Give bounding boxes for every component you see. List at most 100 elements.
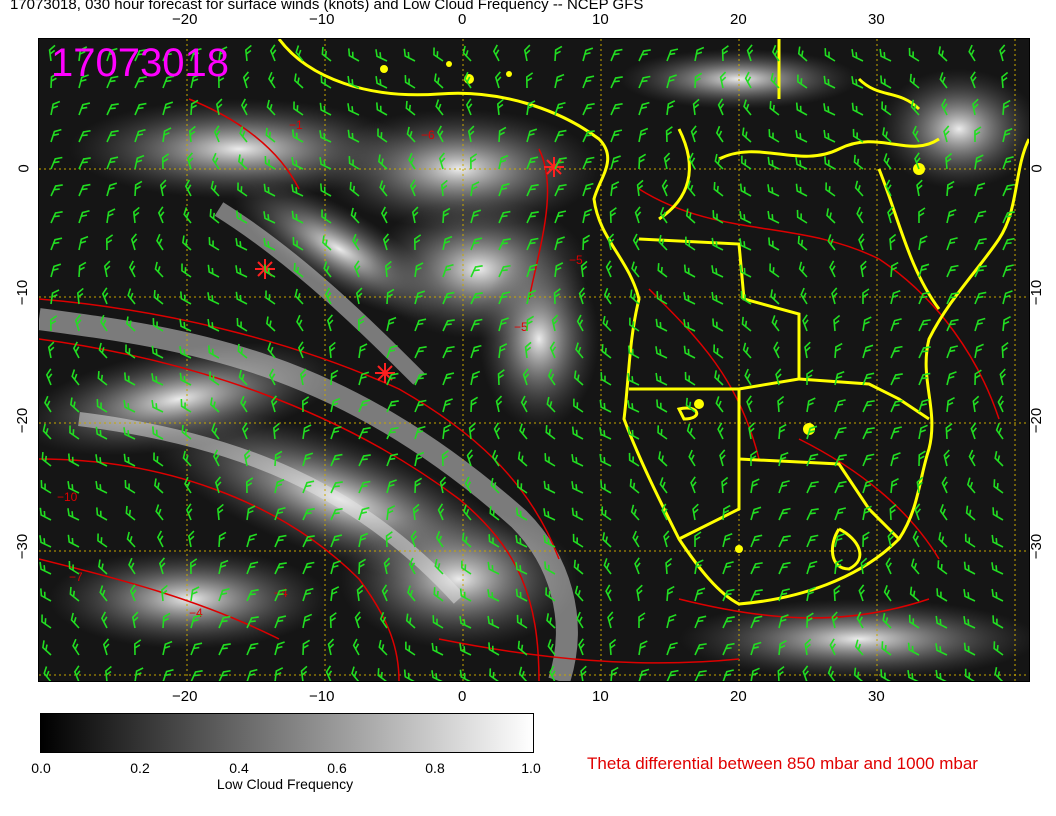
wind-barb [125, 505, 136, 521]
wind-barb [722, 642, 735, 656]
wind-barb [377, 668, 388, 681]
wind-barb [106, 182, 118, 197]
wind-barb [912, 125, 920, 143]
wind-barb [918, 372, 931, 386]
wind-barb [576, 611, 584, 629]
wind-barb [711, 291, 724, 305]
x-tick-top: 0 [458, 11, 467, 28]
wind-barb [627, 373, 640, 386]
wind-barb [525, 72, 534, 89]
wind-barb [655, 346, 668, 359]
wind-barb [386, 505, 396, 521]
wind-barb [914, 503, 921, 521]
wind-barb [767, 184, 780, 197]
wind-barb [294, 73, 304, 89]
y-tick-left: −10 [14, 279, 32, 306]
wind-barb [274, 615, 287, 629]
wind-barb [829, 260, 836, 278]
wind-barb [123, 427, 136, 440]
wind-barb [41, 614, 52, 629]
wind-barb [78, 235, 89, 251]
wind-barb [524, 341, 532, 359]
wind-barb [638, 153, 647, 170]
wind-barb [300, 665, 308, 681]
wind-barb [442, 235, 453, 251]
wind-barb [777, 395, 785, 413]
wind-barb [683, 264, 696, 278]
wind-barb [490, 477, 500, 494]
wind-barb [1002, 316, 1011, 332]
wind-barb [489, 668, 500, 681]
wind-barb [797, 46, 808, 62]
wind-barb [244, 44, 252, 62]
wind-barb [246, 668, 258, 681]
wind-barb [739, 211, 752, 224]
wind-barb [151, 399, 164, 413]
wind-barb [665, 557, 673, 575]
wind-barb [661, 179, 669, 197]
wind-barb [100, 314, 108, 332]
wind-barb [302, 508, 315, 521]
wind-barb [246, 561, 259, 575]
wind-barb [722, 588, 735, 602]
wind-barb [459, 669, 472, 681]
wind-barb [162, 101, 174, 116]
wind-barb [554, 101, 566, 116]
wind-barb [126, 316, 136, 332]
wind-barb [212, 152, 220, 170]
wind-barb [939, 504, 948, 521]
wind-barb [547, 368, 556, 386]
wind-barb [968, 449, 976, 467]
wind-barb [862, 453, 875, 467]
wind-barb [692, 98, 700, 116]
wind-barb [890, 318, 902, 332]
wind-barb [42, 423, 52, 440]
low-cloud-colorbar [40, 713, 534, 753]
wind-barb [1002, 290, 1013, 305]
wind-barb [800, 287, 808, 305]
wind-barb [721, 476, 729, 494]
wind-barb [578, 287, 586, 305]
wind-barb [209, 208, 220, 224]
wind-barb [235, 210, 248, 224]
wind-barb [246, 533, 258, 548]
wind-barb [491, 449, 500, 467]
wind-barb [554, 157, 567, 170]
wind-barb [854, 639, 864, 656]
wind-barb [187, 530, 195, 548]
wind-barb [908, 614, 920, 629]
wind-barb [358, 454, 371, 467]
wind-barb [218, 615, 231, 629]
wind-barb [356, 584, 364, 602]
wind-barb [207, 345, 220, 359]
wind-barb [68, 560, 80, 575]
wind-barb [153, 289, 164, 305]
wind-barb [274, 450, 283, 467]
wind-barb [627, 345, 640, 359]
wind-barb [134, 154, 145, 170]
wind-barb [935, 643, 948, 656]
x-tick-top: 30 [868, 11, 885, 28]
wind-barb [302, 587, 314, 602]
wind-barb [442, 424, 452, 440]
wind-barb [526, 263, 538, 278]
wind-barb [610, 102, 623, 116]
wind-barb [162, 75, 175, 89]
wind-barb [685, 236, 696, 251]
wind-barb [498, 343, 508, 359]
wind-barb [98, 559, 108, 575]
wind-barb [268, 71, 276, 89]
wind-barb [526, 184, 539, 197]
wind-barb [78, 129, 91, 143]
wind-barb [658, 234, 668, 251]
y-tick-left: −20 [14, 407, 32, 434]
wind-barb [414, 425, 426, 440]
forecast-timestamp: 17073018 [51, 41, 229, 85]
wind-barb [162, 127, 172, 143]
wind-barb [711, 265, 724, 278]
wind-barb [235, 265, 248, 278]
wind-barb [553, 288, 561, 305]
wind-barb [519, 423, 528, 440]
wind-barb [721, 45, 729, 62]
wind-barb [666, 48, 679, 62]
